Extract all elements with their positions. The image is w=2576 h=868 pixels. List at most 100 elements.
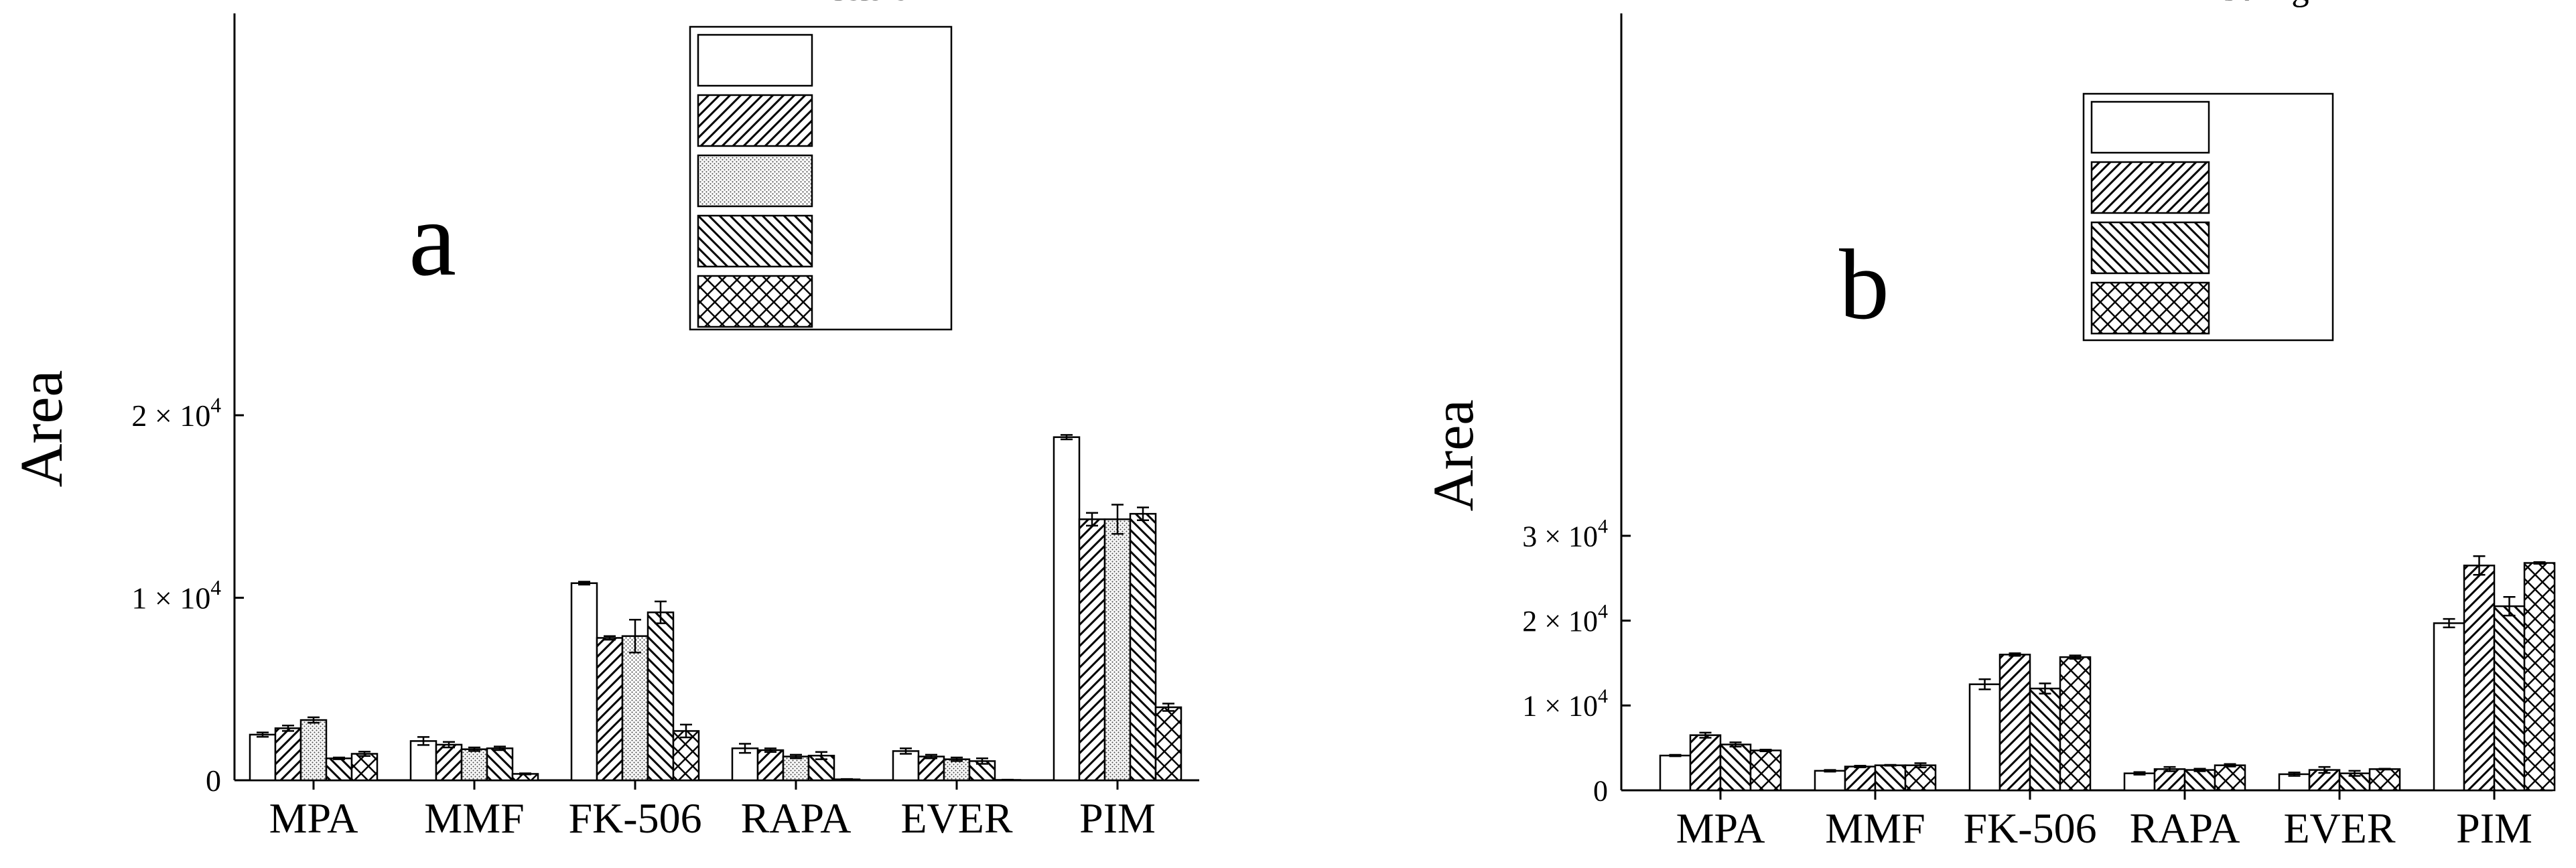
bar-mmf-florisil: [486, 747, 514, 782]
y-tick-mantissa: 0: [1593, 774, 1608, 807]
y-tick-mantissa: 1 × 10: [131, 581, 210, 616]
legend-label: 70 mg: [2221, 0, 2309, 8]
bar-pim-40-mg: [2433, 622, 2465, 792]
x-tick-label: MPA: [1676, 804, 1765, 852]
x-tick-label: FK-506: [1963, 804, 2096, 852]
x-tick-label: EVER: [2283, 804, 2395, 852]
bar-ever-nh2: [943, 758, 971, 782]
legend-swatch: [697, 275, 813, 328]
bar-rapa-40-mg: [2123, 772, 2156, 792]
legend-label: GCB: [824, 0, 898, 8]
bar-pim-c18: [1078, 518, 1106, 782]
legend-swatch: [2090, 221, 2210, 275]
legend-label: C18: [824, 0, 884, 8]
bar-mmf-70-mg: [1904, 764, 1937, 792]
legend-swatch: [2090, 281, 2210, 335]
bar-pim-70-mg: [2523, 562, 2556, 792]
bar-rapa-50-mg: [2153, 768, 2186, 792]
bar-mmf-40-mg: [1814, 770, 1846, 792]
legend-label: Florisil: [824, 0, 929, 8]
bar-rapa-nh2: [782, 755, 810, 782]
legend-swatch: [2090, 161, 2210, 214]
y-tick-mantissa: 3 × 10: [1522, 520, 1598, 553]
y-tick-label: 1 × 104: [1522, 685, 1608, 723]
y-tick-label: 1 × 104: [131, 576, 221, 616]
bar-mpa-gcb: [350, 753, 379, 782]
bar-mmf-nh2: [460, 748, 488, 782]
y-axis-title: Area: [1421, 399, 1485, 511]
x-tick-label: MMF: [1825, 804, 1925, 852]
x-tick-label: MPA: [269, 794, 358, 842]
y-tick-label: 3 × 104: [1522, 516, 1608, 553]
x-tick-label: EVER: [900, 794, 1012, 842]
bar-fk-506-nh2: [621, 635, 649, 782]
legend-swatch: [697, 154, 813, 208]
bar-rapa-70-mg: [2214, 764, 2246, 792]
legend-swatch: [697, 94, 813, 147]
legend-label: NH2: [824, 0, 894, 8]
bar-pim-50-mg: [2463, 565, 2496, 792]
x-tick-label: FK-506: [568, 794, 701, 842]
bar-mpa-60-mg: [1719, 743, 1752, 792]
panel-letter: b: [1839, 229, 1889, 340]
bar-fk-506-40-mg: [1968, 683, 2001, 792]
y-tick-exponent: 4: [1598, 600, 1608, 622]
bar-pim-60-mg: [2493, 605, 2526, 792]
bar-fk-506-c18: [596, 637, 624, 782]
bar-mpa-70-mg: [1749, 749, 1782, 792]
y-tick-exponent: 4: [210, 393, 221, 417]
bar-pim-florisil: [1129, 512, 1157, 782]
bar-mmf-50-mg: [1844, 766, 1877, 792]
bar-mpa-psa: [249, 733, 277, 782]
legend-label: 60 mg: [2221, 0, 2309, 8]
bar-fk-506-psa: [570, 582, 598, 782]
y-tick-mantissa: 0: [206, 764, 221, 798]
y-tick-label: 0: [206, 764, 221, 798]
bar-pim-psa: [1053, 436, 1081, 782]
legend-swatch: [697, 214, 813, 268]
y-tick-mantissa: 2 × 10: [131, 399, 210, 433]
panel-letter: a: [409, 179, 456, 298]
x-tick-label: PIM: [2456, 804, 2532, 852]
bar-mmf-c18: [435, 743, 463, 782]
x-tick-label: RAPA: [2130, 804, 2240, 852]
y-tick-label: 0: [1593, 774, 1608, 807]
legend-swatch: [697, 33, 813, 87]
bar-pim-gcb: [1154, 706, 1182, 782]
bar-rapa-c18: [756, 749, 785, 782]
bar-mpa-50-mg: [1689, 734, 1722, 792]
y-axis-title: Area: [9, 370, 75, 488]
bar-mpa-nh2: [299, 719, 328, 782]
x-tick-label: RAPA: [741, 794, 852, 842]
bar-mpa-florisil: [325, 757, 353, 782]
y-tick-label: 2 × 104: [1522, 600, 1608, 638]
legend-label: 50 mg: [2221, 0, 2309, 8]
bar-rapa-60-mg: [2183, 769, 2216, 792]
bar-fk-506-gcb: [672, 730, 700, 782]
bar-ever-psa: [892, 750, 920, 782]
bar-pim-nh2: [1103, 518, 1132, 782]
legend-label: 40 mg: [2221, 0, 2309, 8]
x-tick-label: MMF: [424, 794, 524, 842]
x-tick-label: PIM: [1079, 794, 1156, 842]
bar-mpa-c18: [274, 727, 302, 782]
bar-ever-c18: [917, 755, 945, 782]
y-tick-exponent: 4: [210, 576, 221, 599]
y-tick-exponent: 4: [1598, 685, 1608, 707]
bar-mpa-40-mg: [1659, 754, 1692, 792]
bar-mmf-60-mg: [1874, 764, 1907, 792]
y-tick-mantissa: 2 × 10: [1522, 605, 1598, 638]
y-tick-exponent: 4: [1598, 516, 1608, 538]
bar-fk-506-70-mg: [2059, 656, 2092, 792]
legend-label: PSA: [824, 0, 890, 8]
bar-fk-506-60-mg: [2029, 687, 2061, 792]
legend-swatch: [2090, 100, 2210, 154]
y-tick-mantissa: 1 × 10: [1522, 690, 1598, 723]
bar-mmf-psa: [409, 740, 437, 782]
y-tick-label: 2 × 104: [131, 393, 221, 433]
bar-ever-70-mg: [2368, 768, 2401, 792]
bar-fk-506-florisil: [647, 611, 675, 782]
